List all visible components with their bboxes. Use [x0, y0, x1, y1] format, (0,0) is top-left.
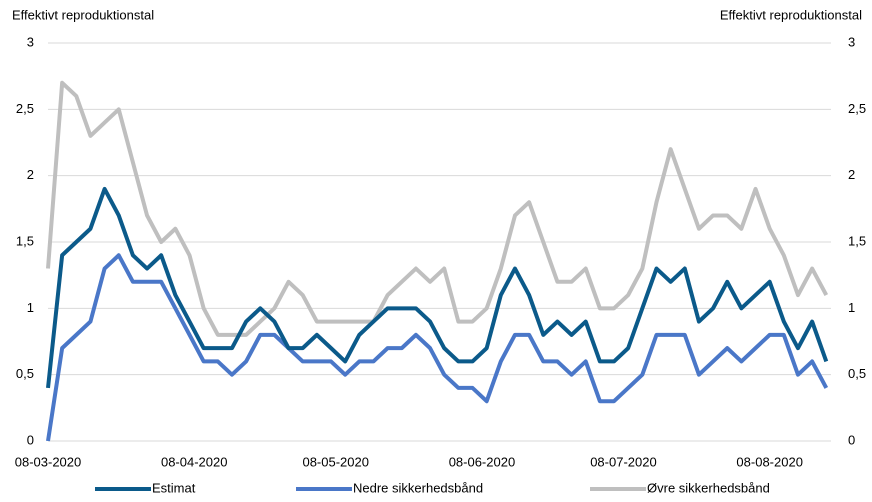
x-tick-label: 08-03-2020 [15, 454, 82, 469]
y2-tick-label: 1,5 [848, 233, 866, 248]
y2-tick-label: 2,5 [848, 101, 866, 116]
x-tick-label: 08-04-2020 [161, 454, 228, 469]
line [46, 253, 829, 442]
x-tick-label: 08-06-2020 [449, 454, 516, 469]
y2-tick-label: 1 [848, 300, 855, 315]
y-tick-label: 1,5 [16, 233, 34, 248]
y2-tick-label: 2 [848, 167, 855, 182]
y-tick-label: 3 [27, 34, 34, 49]
x-tick-label: 08-07-2020 [590, 454, 657, 469]
y-tick-label: 1 [27, 300, 34, 315]
x-tick-label: 08-05-2020 [302, 454, 369, 469]
y2-tick-label: 0 [848, 432, 855, 447]
line [46, 80, 829, 337]
y-tick-label: 0 [27, 432, 34, 447]
legend-label: Øvre sikkerhedsbånd [647, 480, 770, 495]
y2-tick-label: 3 [848, 34, 855, 49]
line [46, 186, 829, 389]
legend-label: Nedre sikkerhedsbånd [353, 480, 483, 495]
y-tick-label: 0,5 [16, 366, 34, 381]
y2-axis-label: Effektivt reproduktionstal [720, 7, 862, 22]
y-axis-label: Effektivt reproduktionstal [12, 7, 154, 22]
y2-tick-label: 0,5 [848, 366, 866, 381]
x-tick-label: 08-08-2020 [736, 454, 803, 469]
y-tick-label: 2 [27, 167, 34, 182]
y-tick-label: 2,5 [16, 101, 34, 116]
legend-label: Estimat [152, 480, 196, 495]
